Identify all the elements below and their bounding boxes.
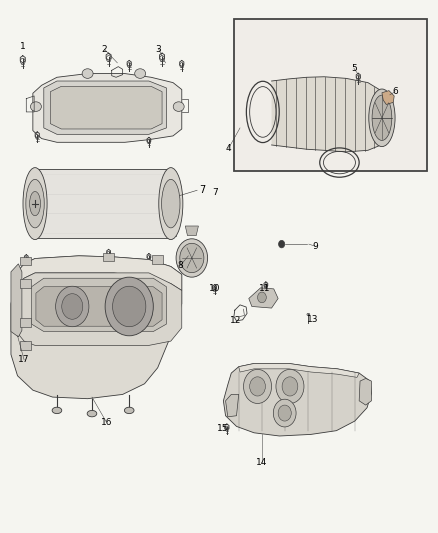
Ellipse shape [87,410,97,417]
Polygon shape [32,278,166,332]
Polygon shape [239,364,359,377]
Ellipse shape [29,191,40,216]
Ellipse shape [369,89,395,147]
Circle shape [62,294,83,319]
Ellipse shape [31,102,41,111]
Ellipse shape [162,179,180,228]
Ellipse shape [307,313,310,316]
Polygon shape [44,81,166,134]
Polygon shape [50,86,162,129]
Text: 15: 15 [217,424,228,433]
Bar [20,257,31,265]
Text: 11: 11 [259,285,271,293]
Text: 4: 4 [226,144,231,152]
Text: 17: 17 [18,356,30,364]
Polygon shape [185,226,198,236]
Bar [20,279,31,288]
Circle shape [250,377,265,396]
Polygon shape [18,273,182,345]
Polygon shape [249,288,278,308]
Text: 12: 12 [230,317,241,325]
Text: 3: 3 [155,45,162,53]
Ellipse shape [23,167,47,240]
Ellipse shape [26,179,44,228]
Ellipse shape [176,239,208,277]
Polygon shape [18,256,182,290]
Polygon shape [359,378,371,405]
Polygon shape [35,169,171,238]
Bar [234,19,427,171]
Polygon shape [11,256,182,399]
Bar [152,255,163,264]
Polygon shape [226,394,239,417]
Text: 6: 6 [392,87,398,96]
Ellipse shape [173,102,184,111]
Ellipse shape [135,69,145,78]
Text: 1: 1 [20,42,26,51]
Bar [103,253,114,261]
Circle shape [105,277,153,336]
Ellipse shape [82,69,93,78]
Ellipse shape [372,95,392,141]
Polygon shape [36,287,162,326]
Ellipse shape [52,407,62,414]
Text: 7: 7 [212,189,219,197]
Text: 2: 2 [102,45,107,53]
Bar [20,318,31,327]
Circle shape [282,377,298,396]
Polygon shape [272,77,381,152]
Circle shape [273,399,296,427]
Polygon shape [33,74,182,142]
Text: 5: 5 [351,64,357,72]
Circle shape [278,405,291,421]
Polygon shape [382,91,394,104]
Text: 7: 7 [199,185,205,195]
Ellipse shape [180,243,204,273]
Ellipse shape [159,167,183,240]
Polygon shape [223,364,371,436]
Circle shape [244,369,272,403]
Circle shape [56,286,89,327]
Polygon shape [11,264,22,337]
Text: 10: 10 [209,285,220,293]
Circle shape [113,286,146,327]
Text: 13: 13 [307,316,319,324]
Circle shape [258,292,266,303]
Circle shape [276,369,304,403]
Text: 8: 8 [177,261,184,270]
Bar [20,341,31,350]
Text: 9: 9 [312,242,318,251]
Ellipse shape [124,407,134,414]
Circle shape [279,240,285,248]
Text: 14: 14 [256,458,268,467]
Text: 16: 16 [101,418,112,426]
